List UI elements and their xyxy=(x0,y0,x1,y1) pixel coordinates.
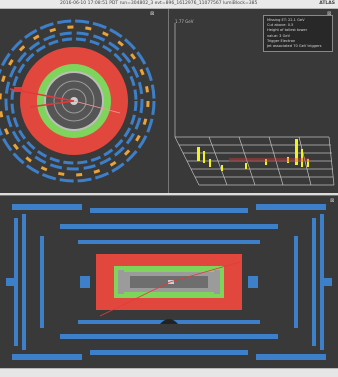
endcap-right xyxy=(214,270,220,294)
close-icon[interactable]: ⊠ xyxy=(327,11,332,17)
sct-ring xyxy=(61,88,87,114)
info-line: Missing ET: 22.1 GeV xyxy=(267,18,305,22)
window-titlebar: 2016-06-10 17:08:51 PDT run=304802_3 evt… xyxy=(0,0,338,9)
info-line: Trigger Electron xyxy=(267,38,296,43)
event-title: 2016-06-10 17:08:51 PDT run=304802_3 evt… xyxy=(60,1,258,6)
info-line: Cut above: 0.5 xyxy=(267,23,294,28)
lego-axis-label: 1.77 GeV xyxy=(175,19,194,24)
track-lines-icon xyxy=(229,158,309,162)
brand-label: ATLAS xyxy=(319,1,335,6)
close-icon[interactable]: ⊠ xyxy=(150,11,155,17)
xy-view-canvas[interactable] xyxy=(0,9,168,193)
energy-deposit xyxy=(14,87,22,92)
info-line: Height of tallest tower xyxy=(267,28,308,33)
forward-right xyxy=(248,276,258,288)
lego-view-panel[interactable]: 1.77 GeV ⊠ Missing ET: 22.1 GeV Cut abov… xyxy=(169,9,338,193)
close-icon[interactable]: ⊠ xyxy=(330,198,335,204)
support-foot xyxy=(160,319,178,324)
event-info-box: Missing ET: 22.1 GeV Cut above: 0.5 Heig… xyxy=(263,15,333,53)
lego-grid-icon xyxy=(174,23,335,186)
info-line: Jet associated 70 GeV triggers xyxy=(267,44,322,49)
rz-view-panel[interactable]: ⊠ xyxy=(0,195,338,368)
trt-ring xyxy=(53,80,95,122)
status-strip xyxy=(0,368,338,377)
muon-outer-ring xyxy=(0,19,156,183)
lego-plot-canvas[interactable] xyxy=(169,9,338,193)
forward-left xyxy=(80,276,90,288)
rz-track-group xyxy=(99,261,241,317)
energy-towers xyxy=(197,139,309,171)
endcap-left xyxy=(118,270,124,294)
rz-view-canvas[interactable] xyxy=(0,196,338,368)
info-line: value: 3 GeV xyxy=(267,33,291,38)
xy-view-panel[interactable]: ⊠ xyxy=(0,9,169,193)
muon-chambers xyxy=(6,204,332,360)
